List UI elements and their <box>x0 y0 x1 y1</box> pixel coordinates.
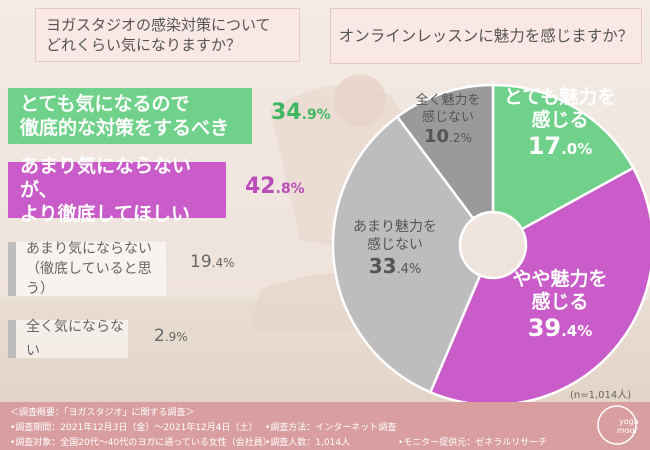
svg-text:yoga: yoga <box>619 417 638 426</box>
question-right: オンラインレッスンに魅力を感じますか？ <box>330 8 642 64</box>
footer-period: •調査期間：2021年12月3日（金）〜2021年12月4日（土） <box>10 423 258 433</box>
bar-value: 34.9% <box>271 100 331 125</box>
bar-value: 2.9% <box>154 326 188 346</box>
bar-not-concerned: 全く気にならない 2.9% <box>8 319 188 359</box>
bar-value: 42.8% <box>245 174 305 199</box>
bar-not-very-concerned: あまり気にならない （徹底していると思う） 19.4% <box>8 241 235 297</box>
bar-label: とても気になるので 徹底的な対策をするべき <box>20 93 230 139</box>
footer-target: •調査対象：全国20代〜40代のヨガに通っている女性（会社員） <box>10 438 272 448</box>
pie-slice-not-attractive <box>395 83 495 221</box>
pie-label-very-attractive: とても魅力を 感じる 17.0% <box>503 86 617 160</box>
footer-provider: •モニター提供元：ゼネラルリサーチ <box>398 438 548 448</box>
footer-title: ＜調査概要：「ヨガスタジオ」に関する調査＞ <box>10 408 195 418</box>
question-right-text: オンラインレッスンに魅力を感じますか？ <box>338 27 634 45</box>
question-left-text: ヨガスタジオの感染対策について どれくらい気になりますか？ <box>46 16 271 54</box>
pie-label-somewhat-attractive: やや魅力を 感じる 39.4% <box>512 268 608 342</box>
bar-label: 全く気にならない <box>26 319 124 359</box>
bar-value: 19.4% <box>190 252 235 272</box>
bar-label: あまり気にならない （徹底していると思う） <box>26 241 152 297</box>
yoga-moon-logo: yoga moon <box>597 405 638 445</box>
pie-chart <box>331 83 650 407</box>
sample-size: (n=1,014人) <box>570 390 632 401</box>
pie-slice-not-very-attractive <box>331 114 482 394</box>
pie-label-not-attractive: 全く魅力を 感じない 10.2% <box>415 93 481 147</box>
footer-count: •調査人数：1,014人 <box>265 438 351 448</box>
bar-label: あまり気にならないが、 より徹底してほしい <box>20 155 192 225</box>
survey-footer: ＜調査概要：「ヨガスタジオ」に関する調査＞ •調査期間：2021年12月3日（金… <box>0 402 650 450</box>
question-left: ヨガスタジオの感染対策について どれくらい気になりますか？ <box>35 8 300 62</box>
bar-very-concerned: とても気になるので 徹底的な対策をするべき 34.9% <box>8 88 331 144</box>
footer-method: •調査方法：インターネット調査 <box>265 423 397 433</box>
bar-somewhat-concerned: あまり気にならないが、 より徹底してほしい 42.8% <box>8 155 305 225</box>
svg-text:moon: moon <box>617 426 638 435</box>
pie-slice-very-attractive <box>491 83 635 231</box>
pie-label-not-very-attractive: あまり魅力を 感じない 33.4% <box>353 219 437 278</box>
